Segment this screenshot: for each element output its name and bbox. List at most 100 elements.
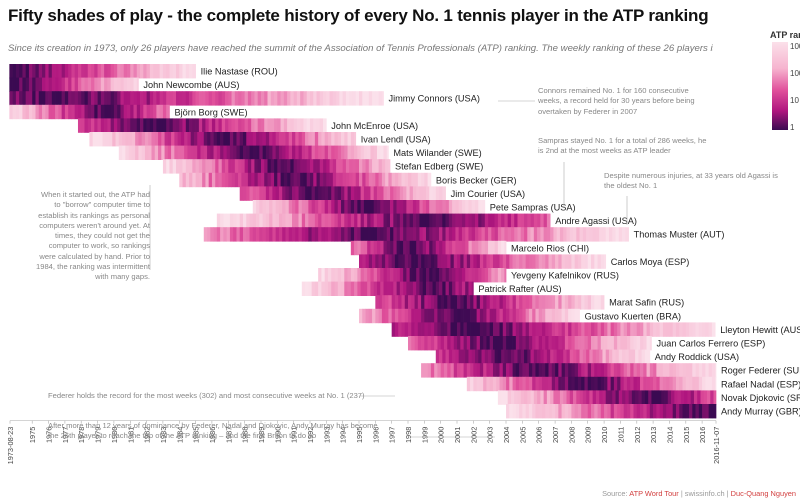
ranking-cell	[535, 295, 540, 310]
ranking-cell	[512, 295, 517, 310]
ranking-cell	[149, 118, 154, 133]
ranking-cell	[543, 213, 548, 228]
ranking-cell	[226, 227, 231, 242]
ranking-cell	[541, 254, 546, 269]
ranking-cell	[71, 91, 76, 106]
ranking-cell	[342, 91, 347, 106]
ranking-cell	[626, 376, 631, 392]
ranking-cell	[711, 376, 716, 392]
ranking-cell	[404, 172, 409, 188]
ranking-cell	[475, 227, 479, 242]
ranking-cell	[342, 172, 347, 188]
ranking-cell	[540, 390, 544, 405]
ranking-cell	[589, 390, 593, 405]
ranking-cell	[679, 376, 683, 392]
ranking-cell	[380, 268, 384, 283]
ranking-cell	[370, 281, 375, 296]
ranking-cell	[548, 322, 553, 337]
ranking-cell	[573, 390, 577, 405]
ranking-cell	[277, 172, 281, 188]
ranking-cell	[476, 308, 481, 324]
legend-tick-100: 100	[790, 69, 800, 78]
ranking-cell	[354, 186, 358, 201]
ranking-cell	[568, 376, 572, 392]
ranking-cell	[218, 118, 223, 133]
ranking-cell	[166, 118, 170, 133]
ranking-cell	[192, 118, 196, 133]
ranking-cell	[264, 91, 268, 106]
ranking-cell	[205, 118, 210, 133]
ranking-cell	[417, 336, 422, 351]
ranking-cell	[705, 322, 709, 337]
ranking-cell	[314, 213, 319, 228]
ranking-cell	[644, 349, 649, 364]
ranking-cell	[473, 376, 477, 392]
ranking-cell	[592, 227, 597, 242]
source-data-link[interactable]: ATP Word Tour	[629, 489, 679, 498]
ranking-cell	[635, 349, 639, 364]
ranking-cell	[466, 336, 471, 351]
ranking-cell	[77, 91, 82, 106]
ranking-cell	[574, 254, 579, 269]
player-band	[9, 77, 139, 92]
ranking-cell	[109, 132, 113, 147]
ranking-cell	[104, 77, 108, 92]
ranking-cell	[162, 91, 167, 106]
ranking-cell	[679, 404, 683, 419]
ranking-cell	[515, 254, 520, 269]
ranking-cell	[211, 91, 216, 106]
player-label: Gustavo Kuerten (BRA)	[585, 311, 682, 321]
ranking-cell	[636, 376, 641, 392]
ranking-cell	[398, 254, 402, 269]
ranking-cell	[700, 390, 705, 405]
ranking-cell	[71, 77, 76, 92]
ranking-cell	[496, 308, 500, 324]
ranking-cell	[64, 91, 69, 106]
ranking-cell	[599, 227, 603, 242]
ranking-cell	[558, 322, 562, 337]
ranking-cell	[439, 268, 443, 283]
ranking-cell	[450, 363, 455, 378]
ranking-cell	[362, 91, 366, 106]
ranking-cell	[164, 132, 169, 147]
ranking-cell	[239, 186, 244, 201]
ranking-cell	[352, 172, 357, 188]
ranking-cell	[257, 91, 262, 106]
player-band	[391, 322, 716, 337]
ranking-cell	[360, 186, 365, 201]
ranking-cell	[403, 200, 407, 215]
ranking-cell	[385, 172, 389, 188]
ranking-cell	[406, 281, 410, 296]
ranking-cell	[399, 200, 404, 215]
ranking-cell	[238, 118, 242, 133]
ranking-cell	[107, 77, 111, 92]
ranking-cell	[277, 91, 281, 106]
ranking-cell	[702, 376, 706, 392]
ranking-cell	[672, 322, 677, 337]
ranking-cell	[535, 322, 540, 337]
ranking-cell	[471, 240, 476, 256]
ranking-cell	[396, 213, 401, 228]
ranking-cell	[259, 227, 263, 242]
ranking-cell	[432, 240, 437, 256]
ranking-cell	[169, 159, 174, 174]
ranking-cell	[319, 118, 324, 133]
ranking-cell	[331, 186, 335, 201]
ranking-cell	[376, 268, 381, 283]
ranking-cell	[545, 376, 549, 392]
ranking-cell	[140, 118, 144, 133]
ranking-cell	[149, 91, 154, 106]
ranking-cell	[455, 281, 460, 296]
ranking-cell	[327, 281, 332, 296]
ranking-cell	[551, 336, 556, 351]
ranking-cell	[475, 349, 479, 364]
ranking-cell	[64, 64, 69, 79]
ranking-cell	[512, 308, 517, 324]
ranking-cell	[182, 91, 187, 106]
ranking-cell	[378, 295, 383, 310]
ranking-cell	[514, 390, 518, 405]
ranking-cell	[123, 118, 128, 133]
ranking-cell	[591, 254, 595, 269]
ranking-cell	[220, 132, 224, 147]
ranking-cell	[100, 104, 105, 120]
